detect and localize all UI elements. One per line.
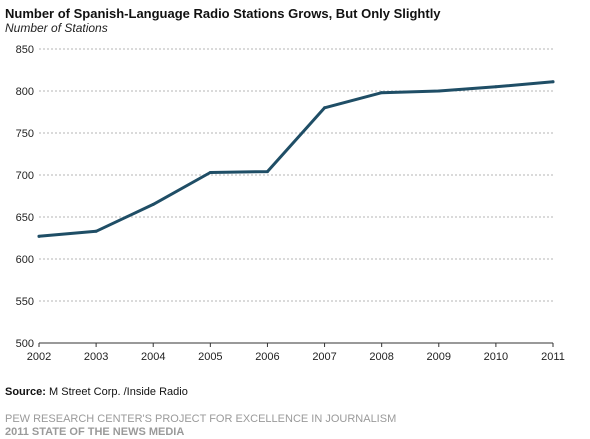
y-tick-label: 850	[16, 44, 34, 56]
data-point	[380, 91, 384, 95]
data-point	[265, 170, 269, 174]
y-tick-label: 650	[16, 212, 34, 224]
x-tick-label: 2011	[541, 351, 565, 363]
x-tick-label: 2010	[484, 351, 508, 363]
chart-title: Number of Spanish-Language Radio Station…	[5, 6, 441, 21]
data-point	[208, 170, 212, 174]
x-tick-label: 2007	[312, 351, 336, 363]
y-tick-label: 550	[16, 296, 34, 308]
y-tick-label: 800	[16, 86, 34, 98]
source-label: Source:	[5, 386, 46, 398]
footer-report: 2011 STATE OF THE NEWS MEDIA	[5, 426, 185, 438]
y-tick-label: 600	[16, 254, 34, 266]
source-text: M Street Corp. /Inside Radio	[49, 386, 188, 398]
data-point	[37, 234, 41, 238]
x-tick-label: 2008	[369, 351, 393, 363]
data-point	[494, 85, 498, 89]
data-point	[323, 106, 327, 110]
series-line	[37, 80, 555, 238]
data-point	[551, 80, 555, 84]
x-tick-label: 2005	[198, 351, 222, 363]
y-tick-label: 700	[16, 170, 34, 182]
x-tick-label: 2003	[84, 351, 108, 363]
y-tick-label: 750	[16, 128, 34, 140]
y-tick-label: 500	[16, 338, 34, 350]
x-tick-label: 2006	[255, 351, 279, 363]
chart-subtitle: Number of Stations	[5, 21, 108, 35]
data-point	[151, 202, 155, 206]
x-tick-label: 2002	[27, 351, 51, 363]
source-note: Source: M Street Corp. /Inside Radio	[5, 386, 188, 398]
x-tick-label: 2009	[427, 351, 451, 363]
data-point	[94, 229, 98, 233]
data-point	[437, 89, 441, 93]
footer-org: PEW RESEARCH CENTER'S PROJECT FOR EXCELL…	[5, 413, 397, 425]
x-tick-label: 2004	[141, 351, 165, 363]
